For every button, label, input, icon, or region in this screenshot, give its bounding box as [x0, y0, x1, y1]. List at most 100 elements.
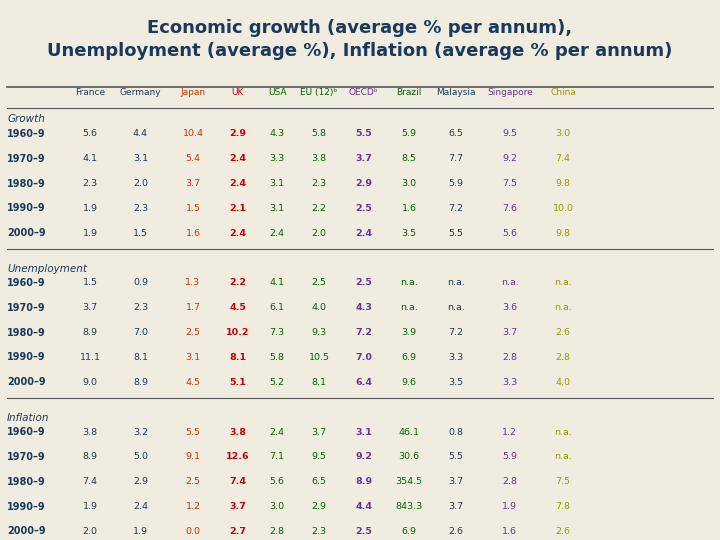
Text: 3.1: 3.1 — [269, 204, 285, 213]
Text: 12.6: 12.6 — [226, 453, 249, 461]
Text: 4.5: 4.5 — [186, 378, 200, 387]
Text: 1.9: 1.9 — [503, 502, 517, 511]
Text: 3.7: 3.7 — [185, 179, 201, 188]
Text: Economic growth (average % per annum),
Unemployment (average %), Inflation (aver: Economic growth (average % per annum), U… — [48, 19, 672, 60]
Text: 3.7: 3.7 — [502, 328, 518, 337]
Text: 8.1: 8.1 — [133, 353, 148, 362]
Text: 8.9: 8.9 — [83, 453, 97, 461]
Text: 1990–9: 1990–9 — [7, 502, 46, 511]
Text: n.a.: n.a. — [400, 303, 418, 312]
Text: 7.2: 7.2 — [449, 204, 463, 213]
Text: 5.9: 5.9 — [503, 453, 517, 461]
Text: 2.4: 2.4 — [270, 428, 284, 436]
Text: 4.1: 4.1 — [270, 279, 284, 287]
Text: Unemployment: Unemployment — [7, 264, 87, 274]
Text: 3.8: 3.8 — [82, 428, 98, 436]
Text: 1.7: 1.7 — [186, 303, 200, 312]
Text: 7.5: 7.5 — [503, 179, 517, 188]
Text: n.a.: n.a. — [554, 279, 572, 287]
Text: France: France — [75, 88, 105, 97]
Text: 1970–9: 1970–9 — [7, 303, 46, 313]
Text: 1960–9: 1960–9 — [7, 278, 46, 288]
Text: 8.5: 8.5 — [402, 154, 416, 163]
Text: 1.6: 1.6 — [402, 204, 416, 213]
Text: China: China — [550, 88, 576, 97]
Text: 7.8: 7.8 — [556, 502, 570, 511]
Text: 3.9: 3.9 — [401, 328, 417, 337]
Text: 1.6: 1.6 — [186, 229, 200, 238]
Text: n.a.: n.a. — [447, 303, 464, 312]
Text: 5.0: 5.0 — [133, 453, 148, 461]
Text: 2.4: 2.4 — [229, 229, 246, 238]
Text: Brazil: Brazil — [396, 88, 422, 97]
Text: 5.8: 5.8 — [270, 353, 284, 362]
Text: 3.5: 3.5 — [448, 378, 464, 387]
Text: 5.2: 5.2 — [270, 378, 284, 387]
Text: 2.0: 2.0 — [133, 179, 148, 188]
Text: 2.8: 2.8 — [270, 527, 284, 536]
Text: 2.4: 2.4 — [270, 229, 284, 238]
Text: 2.4: 2.4 — [229, 179, 246, 188]
Text: 2.6: 2.6 — [449, 527, 463, 536]
Text: 3.5: 3.5 — [401, 229, 417, 238]
Text: 4.3: 4.3 — [269, 130, 285, 138]
Text: 3.3: 3.3 — [448, 353, 464, 362]
Text: n.a.: n.a. — [447, 279, 464, 287]
Text: 2000–9: 2000–9 — [7, 228, 46, 238]
Text: 7.5: 7.5 — [556, 477, 570, 486]
Text: 46.1: 46.1 — [398, 428, 420, 436]
Text: 11.1: 11.1 — [79, 353, 101, 362]
Text: Singapore: Singapore — [487, 88, 533, 97]
Text: 5.6: 5.6 — [270, 477, 284, 486]
Text: 2.9: 2.9 — [312, 502, 326, 511]
Text: 30.6: 30.6 — [398, 453, 420, 461]
Text: 2.9: 2.9 — [355, 179, 372, 188]
Text: 5.6: 5.6 — [503, 229, 517, 238]
Text: 1.2: 1.2 — [186, 502, 200, 511]
Text: 1990–9: 1990–9 — [7, 204, 46, 213]
Text: 2.5: 2.5 — [312, 279, 326, 287]
Text: 10.4: 10.4 — [182, 130, 204, 138]
Text: EU (12)ᵇ: EU (12)ᵇ — [300, 88, 338, 97]
Text: 2.9: 2.9 — [229, 130, 246, 138]
Text: 2000–9: 2000–9 — [7, 526, 46, 536]
Text: 4.4: 4.4 — [355, 502, 372, 511]
Text: 2.3: 2.3 — [132, 303, 148, 312]
Text: 1.9: 1.9 — [83, 204, 97, 213]
Text: 3.8: 3.8 — [311, 154, 327, 163]
Text: 3.0: 3.0 — [269, 502, 285, 511]
Text: 843.3: 843.3 — [395, 502, 423, 511]
Text: 9.2: 9.2 — [355, 453, 372, 461]
Text: 5.9: 5.9 — [402, 130, 416, 138]
Text: 7.4: 7.4 — [556, 154, 570, 163]
Text: 3.7: 3.7 — [229, 502, 246, 511]
Text: 2.0: 2.0 — [83, 527, 97, 536]
Text: 2.3: 2.3 — [82, 179, 98, 188]
Text: 1970–9: 1970–9 — [7, 154, 46, 164]
Text: 1.5: 1.5 — [83, 279, 97, 287]
Text: 6.5: 6.5 — [449, 130, 463, 138]
Text: 2.5: 2.5 — [355, 204, 372, 213]
Text: 2.5: 2.5 — [186, 477, 200, 486]
Text: 2.5: 2.5 — [186, 328, 200, 337]
Text: 9.6: 9.6 — [402, 378, 416, 387]
Text: n.a.: n.a. — [501, 279, 518, 287]
Text: 2.8: 2.8 — [556, 353, 570, 362]
Text: 7.4: 7.4 — [83, 477, 97, 486]
Text: 2.6: 2.6 — [556, 328, 570, 337]
Text: n.a.: n.a. — [554, 453, 572, 461]
Text: UK: UK — [231, 88, 244, 97]
Text: 4.3: 4.3 — [355, 303, 372, 312]
Text: 2.8: 2.8 — [503, 477, 517, 486]
Text: 9.2: 9.2 — [503, 154, 517, 163]
Text: 1.9: 1.9 — [133, 527, 148, 536]
Text: 7.3: 7.3 — [269, 328, 285, 337]
Text: 2.9: 2.9 — [133, 477, 148, 486]
Text: 2.6: 2.6 — [556, 527, 570, 536]
Text: 1970–9: 1970–9 — [7, 452, 46, 462]
Text: 1.5: 1.5 — [133, 229, 148, 238]
Text: 1980–9: 1980–9 — [7, 179, 46, 188]
Text: 5.5: 5.5 — [449, 229, 463, 238]
Text: 4.0: 4.0 — [556, 378, 570, 387]
Text: 1960–9: 1960–9 — [7, 427, 46, 437]
